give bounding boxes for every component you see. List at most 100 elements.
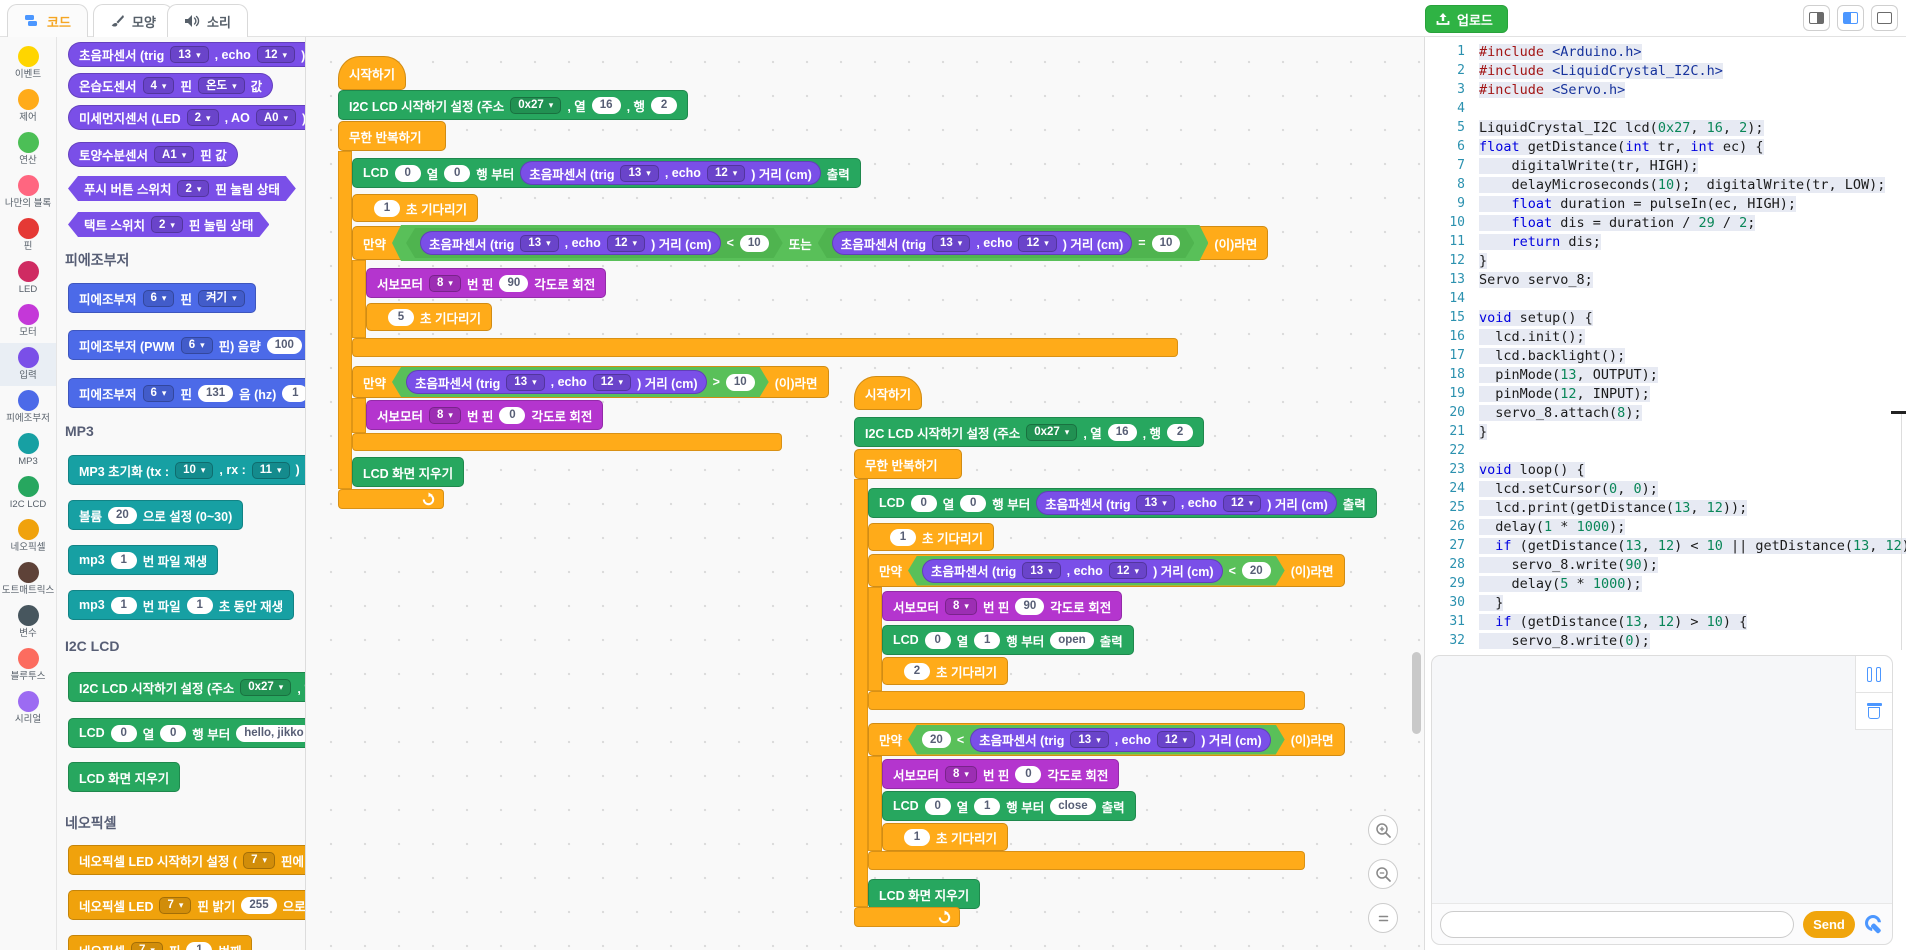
dropdown-field[interactable]: 13 ▾ (520, 235, 558, 252)
value-input[interactable]: 255 (241, 896, 277, 914)
forever-loop-header[interactable]: 무한 반복하기 (854, 449, 962, 479)
dropdown-field[interactable]: 0x27 ▾ (240, 678, 292, 696)
if-block-header[interactable]: 만약 초음파센서 (trig 13 ▾, echo 12 ▾) 거리 (cm) <10 또는 초… (352, 225, 1269, 261)
dropdown-field[interactable]: 12 ▾ (1222, 494, 1262, 512)
condition-slot[interactable]: 초음파센서 (trig 13 ▾ , echo 12 ▾) 거리 (cm) <20 (908, 556, 1285, 586)
lcd-init-block[interactable]: I2C LCD 시작하기 설정 (주소 0x27 ▾ , 열 16 , 행 2 (338, 90, 689, 120)
dropdown-field[interactable]: 10 ▾ (175, 461, 214, 479)
sidebar-category-I2C LCD[interactable]: I2C LCD (0, 472, 56, 515)
if-block-bottom[interactable] (868, 851, 1305, 870)
value-input[interactable]: 1 (110, 596, 137, 614)
clear-monitor-button[interactable] (1855, 693, 1892, 730)
value-input[interactable]: 0 (394, 164, 421, 182)
condition-slot[interactable]: 초음파센서 (trig 13 ▾ , echo 12 ▾) 거리 (cm) <10 또는 초음파… (392, 225, 1208, 261)
dropdown-field[interactable]: 6 ▾ (180, 336, 213, 354)
comparison-block[interactable]: 초음파센서 (trig 13 ▾ , echo 12 ▾) 거리 (cm) <10 (406, 228, 783, 258)
wait-seconds-block[interactable]: 1 초 기다리기 (352, 194, 478, 222)
value-input[interactable]: 16 (591, 96, 621, 114)
servo-rotate-block[interactable]: 서보모터 8 ▾ 번 핀 0 각도로 회전 (366, 400, 604, 430)
value-input[interactable]: 20 (1242, 562, 1271, 579)
dropdown-field[interactable]: 7 ▾ (243, 851, 275, 869)
value-input[interactable]: 1 (186, 941, 213, 950)
value-input[interactable]: 2 (904, 662, 930, 680)
reporter-block[interactable]: 초음파센서 (trig 13 ▾ , echo 12 ▾) 거리 (cm) (1036, 491, 1337, 515)
value-input[interactable]: 0 (924, 631, 951, 649)
dropdown-field[interactable]: 12 ▾ (593, 374, 631, 391)
servo-rotate-block[interactable]: 서보모터 8 ▾ 번 핀 0 각도로 회전 (882, 759, 1120, 789)
dropdown-field[interactable]: A1 ▾ (154, 146, 195, 163)
if-block-bottom[interactable] (352, 338, 1178, 357)
reporter-block[interactable]: 초음파센서 (trig 13 ▾ , echo 12 ▾) 거리 (cm) (832, 231, 1133, 255)
code-scrollbar-thumb[interactable] (1891, 411, 1906, 414)
reporter-block[interactable]: 초음파센서 (trig 13 ▾ , echo 12 ▾) 거리 (cm) (922, 559, 1223, 583)
lcd-print-distance-block[interactable]: LCD 0 열 0 행 부터 초음파센서 (trig 13 ▾ , echo 12 ▾) 거리 (c… (868, 488, 1377, 518)
dropdown-field[interactable]: 12 ▾ (256, 46, 296, 63)
reporter-block[interactable]: 초음파센서 (trig 13 ▾ , echo 12 ▾) 거리 (cm) (520, 161, 821, 185)
forever-loop-bottom[interactable] (854, 907, 960, 927)
generated-code-panel[interactable]: 1 #include <Arduino.h> 2 #include <LiquidCr… (1424, 37, 1906, 950)
dropdown-field[interactable]: 6 ▾ (142, 289, 175, 307)
reporter-block[interactable]: 초음파센서 (trig 13 ▾ , echo 12 ▾) 거리 (cm) (406, 370, 707, 394)
dropdown-field[interactable]: 8 ▾ (945, 765, 977, 783)
sidebar-category-연산[interactable]: 연산 (0, 128, 56, 171)
workspace-vertical-scrollbar[interactable] (1412, 652, 1421, 734)
sidebar-category-모터[interactable]: 모터 (0, 300, 56, 343)
value-input[interactable]: 5 (388, 308, 414, 326)
value-input[interactable]: 1 (186, 596, 213, 614)
lcd-clear-block[interactable]: LCD 화면 지우기 (68, 762, 181, 792)
dropdown-field[interactable]: 12 ▾ (1018, 235, 1056, 252)
ultrasonic-distance-block[interactable]: 초음파센서 (trig 13 ▾ , echo 12 ▾) 거리 (cm) (68, 42, 305, 67)
dropdown-field[interactable]: 13 ▾ (1136, 494, 1175, 512)
sidebar-category-네오픽셀[interactable]: 네오픽셀 (0, 515, 56, 558)
mp3-init-block[interactable]: MP3 초기화 (tx : 10 ▾ , rx : 11 ▾) (68, 455, 305, 485)
sidebar-category-변수[interactable]: 변수 (0, 601, 56, 644)
servo-rotate-block[interactable]: 서보모터 8 ▾ 번 핀 90 각도로 회전 (882, 591, 1123, 621)
lcd-print-text-block[interactable]: LCD 0 열 1 행 부터 close 출력 (882, 791, 1136, 821)
value-input[interactable]: 0 (924, 797, 951, 815)
dropdown-field[interactable]: 온도 ▾ (197, 77, 245, 94)
dropdown-field[interactable]: 8 ▾ (945, 597, 977, 615)
sidebar-category-나만의 블록[interactable]: 나만의 블록 (0, 171, 56, 214)
soil-sensor-block[interactable]: 토양수분센서 A1 ▾ 핀 값 (68, 142, 238, 167)
dropdown-field[interactable]: 8 ▾ (429, 406, 461, 424)
value-input[interactable]: 1 (904, 828, 930, 846)
sidebar-category-MP3[interactable]: MP3 (0, 429, 56, 472)
dropdown-field[interactable]: 13 ▾ (1022, 562, 1060, 579)
value-input[interactable]: 10 (1152, 235, 1181, 252)
dropdown-field[interactable]: 7 ▾ (159, 896, 192, 914)
dropdown-field[interactable]: 13 ▾ (170, 46, 209, 63)
lcd-clear-block[interactable]: LCD 화면 지우기 (352, 457, 465, 487)
wait-seconds-block[interactable]: 1 초 기다리기 (868, 523, 994, 551)
mp3-volume-block[interactable]: 볼륨 20 으로 설정 (0~30) (68, 500, 244, 530)
value-input[interactable]: 0 (910, 494, 937, 512)
value-input[interactable]: 100 (266, 336, 302, 354)
buzzer-on-block[interactable]: 피에조부저 6 ▾ 핀 켜기 ▾ (68, 283, 256, 313)
servo-rotate-block[interactable]: 서보모터 8 ▾ 번 핀 90 각도로 회전 (366, 268, 607, 298)
if-block-header[interactable]: 만약 20 < 초음파센서 (trig 13 ▾ , echo 12 ▾) 거리 (cm) (이)… (868, 723, 1345, 756)
wait-seconds-block[interactable]: 5 초 기다리기 (366, 303, 492, 331)
mp3-play-seconds-block[interactable]: mp3 1 번 파일 1 초 동안 재생 (68, 590, 295, 620)
value-input[interactable]: 0 (444, 164, 471, 182)
dropdown-field[interactable]: 12 ▾ (1157, 731, 1195, 748)
value-input[interactable]: close (1050, 797, 1096, 815)
sidebar-category-블루투스[interactable]: 블루투스 (0, 644, 56, 687)
value-input[interactable]: 0 (160, 724, 187, 742)
tact-switch-block[interactable]: 택트 스위치 2 ▾ 핀 눌림 상태 (68, 212, 269, 237)
layout-split-view-button[interactable] (1837, 5, 1864, 31)
tab-code[interactable]: 코드 (7, 4, 88, 37)
dropdown-field[interactable]: 11 ▾ (251, 461, 290, 479)
zoom-reset-button[interactable] (1368, 903, 1398, 933)
value-input[interactable]: hello, jikko (236, 724, 305, 742)
if-block-bottom[interactable] (352, 433, 782, 451)
value-input[interactable]: 1 (282, 384, 305, 402)
value-input[interactable]: 131 (197, 384, 234, 402)
value-input[interactable]: 1 (374, 199, 400, 217)
dropdown-field[interactable]: 6 ▾ (142, 384, 175, 402)
if-block-header[interactable]: 만약 초음파센서 (trig 13 ▾ , echo 12 ▾) 거리 (cm) <20 (이)… (868, 554, 1345, 587)
value-input[interactable]: 0 (499, 406, 526, 424)
if-block-header[interactable]: 만약 초음파센서 (trig 13 ▾ , echo 12 ▾) 거리 (cm) >10 (이)… (352, 366, 829, 398)
value-input[interactable]: 20 (922, 731, 951, 748)
